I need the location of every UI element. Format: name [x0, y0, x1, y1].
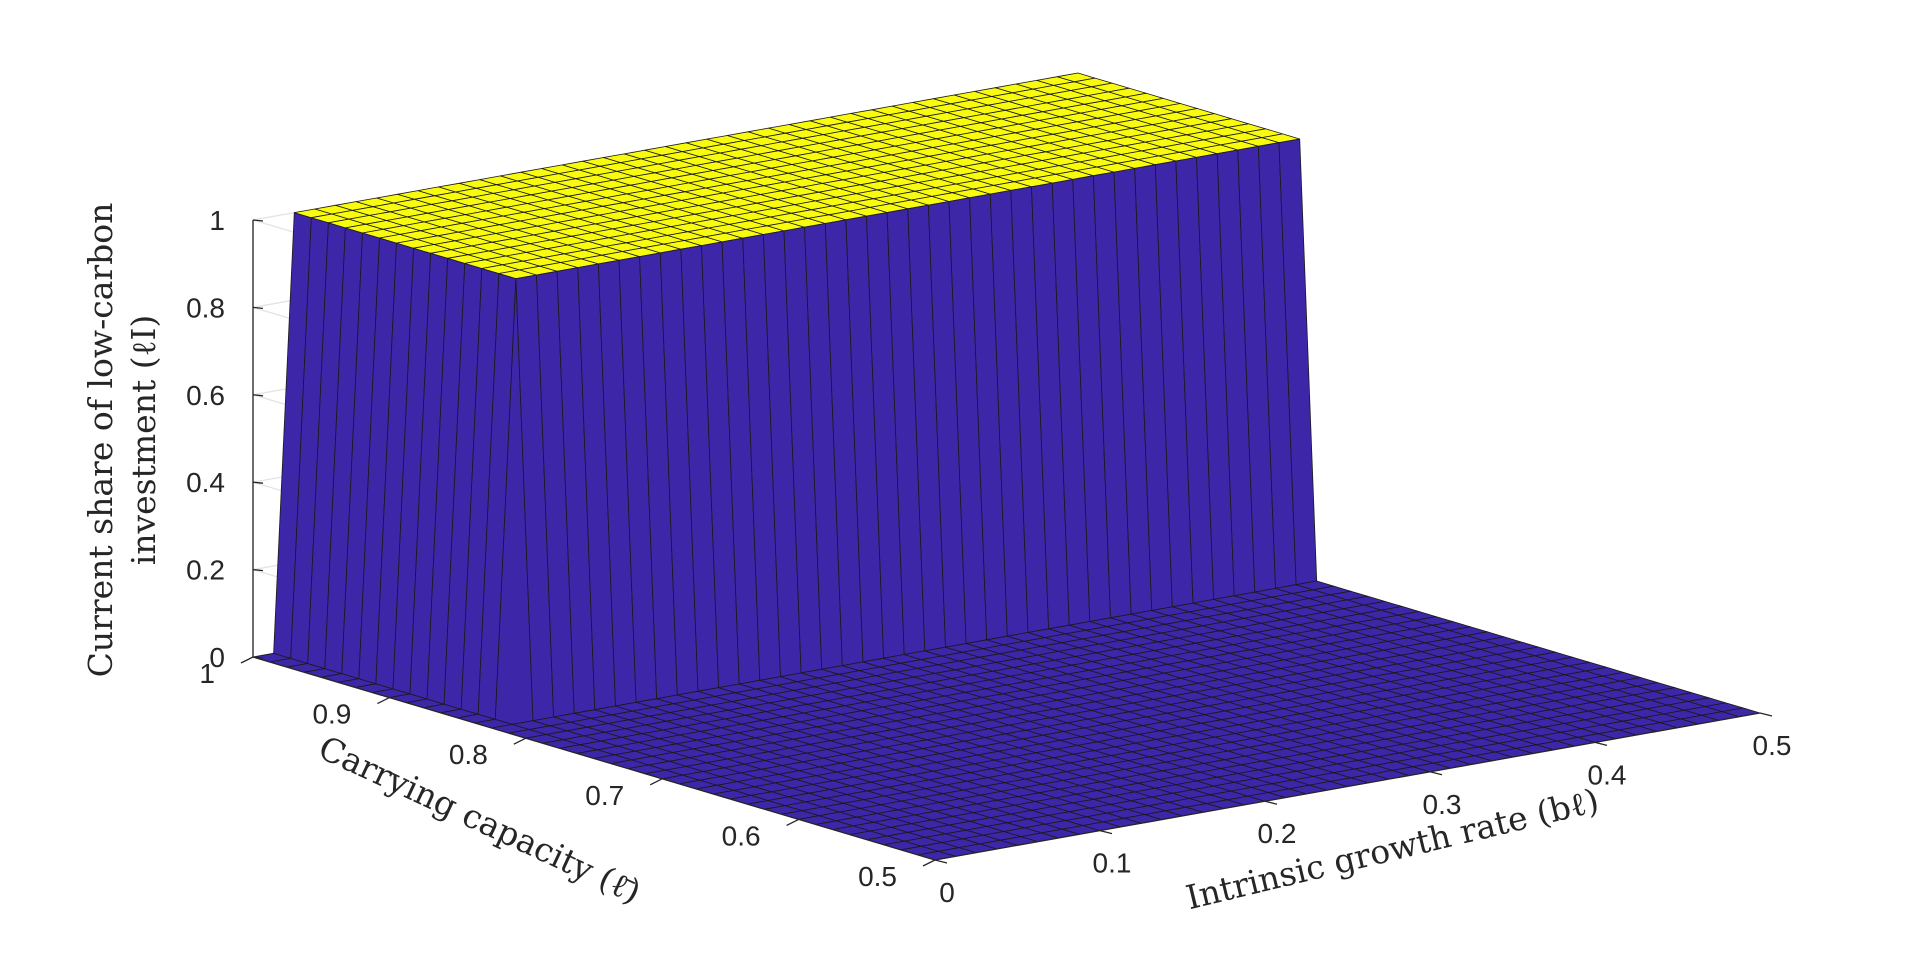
- z-tick-label-4: 0.8: [186, 292, 225, 323]
- x-tick-mark-3: [1429, 771, 1443, 776]
- y-axis-line: [252, 656, 936, 861]
- y-tick-label-2: 0.7: [585, 780, 624, 811]
- x-tick-mark-5: [1759, 712, 1773, 717]
- y-tick-label-3: 0.8: [449, 739, 488, 770]
- x-axis-line: [934, 712, 1761, 861]
- z-tick-mark-2: [252, 481, 264, 484]
- x-tick-mark-1: [1099, 829, 1113, 835]
- axes-layer: [240, 219, 1773, 867]
- tick-labels: 00.20.40.60.8100.10.20.30.40.50.50.60.70…: [186, 205, 1791, 908]
- x-tick-mark-2: [1264, 800, 1278, 805]
- z-tick-label-1: 0.2: [186, 555, 225, 586]
- z-tick-mark-5: [252, 219, 264, 222]
- x-tick-label-5: 0.5: [1753, 730, 1792, 761]
- z-axis-label-line-2: investment (ℓI): [124, 315, 163, 566]
- z-tick-mark-0: [252, 656, 264, 659]
- y-tick-label-4: 0.9: [312, 699, 351, 730]
- y-tick-mark-0: [922, 859, 936, 867]
- x-tick-label-4: 0.4: [1588, 759, 1627, 790]
- z-tick-label-5: 1: [209, 205, 225, 236]
- z-tick-mark-4: [252, 306, 264, 310]
- y-tick-mark-5: [240, 656, 254, 664]
- z-tick-mark-3: [252, 394, 264, 397]
- x-tick-label-1: 0.1: [1093, 848, 1132, 879]
- z-tick-label-3: 0.6: [186, 380, 225, 411]
- z-axis-label-line-1: Current share of low-carbon: [81, 203, 120, 678]
- x-tick-label-3: 0.3: [1423, 789, 1462, 820]
- x-tick-mark-4: [1594, 741, 1608, 747]
- z-tick-label-0: 0: [209, 642, 225, 673]
- z-tick-mark-1: [252, 568, 264, 572]
- y-tick-label-1: 0.6: [722, 820, 761, 851]
- y-tick-label-5: 1: [199, 658, 215, 689]
- y-tick-mark-1: [786, 818, 799, 826]
- x-tick-mark-0: [934, 859, 948, 864]
- y-tick-mark-2: [649, 778, 663, 786]
- y-tick-label-0: 0.5: [858, 861, 897, 892]
- z-tick-label-2: 0.4: [186, 467, 225, 498]
- x-tick-label-0: 0: [939, 877, 955, 908]
- x-tick-label-2: 0.2: [1258, 818, 1297, 849]
- y-tick-mark-4: [377, 697, 390, 705]
- y-tick-mark-3: [513, 737, 527, 745]
- surface-layer: [252, 72, 1761, 861]
